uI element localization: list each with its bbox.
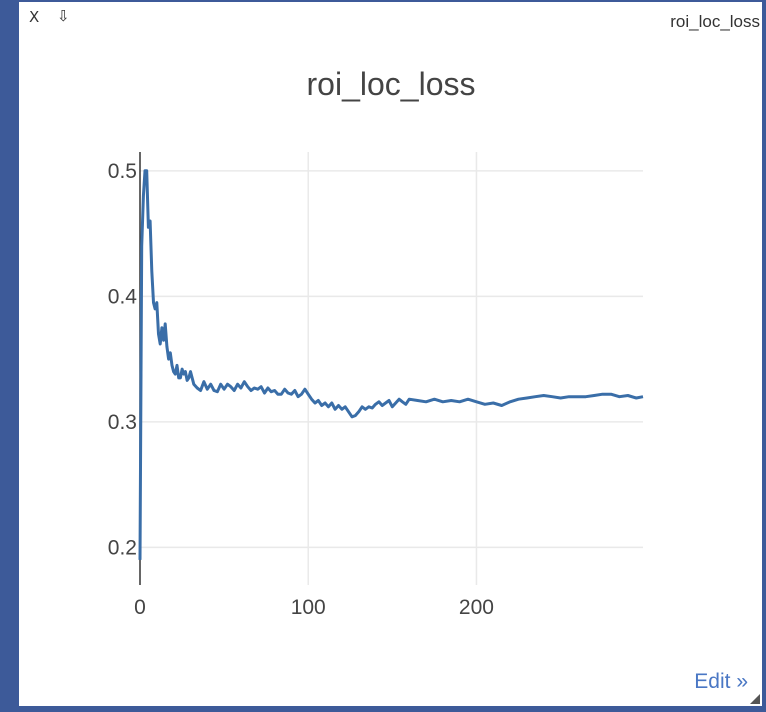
y-tick-label: 0.3	[108, 411, 137, 434]
series-layer	[138, 169, 644, 560]
x-tick-label: 200	[459, 596, 494, 619]
series-line	[138, 169, 644, 560]
pane-title: roi_loc_loss	[670, 12, 760, 31]
chart-title: roi_loc_loss	[307, 66, 476, 102]
close-pane-button[interactable]: X	[29, 8, 40, 26]
y-tick-label: 0.4	[108, 285, 138, 308]
x-tick-label: 100	[291, 596, 326, 619]
grid-lines	[140, 152, 643, 585]
download-icon[interactable]: ⇩	[57, 7, 70, 25]
resize-handle[interactable]	[750, 694, 760, 704]
visdom-pane: X ⇩ roi_loc_loss 0.2 0.3 0.4 0.5 0 100 200 roi…	[19, 2, 762, 706]
y-tick-label: 0.2	[108, 536, 137, 559]
edit-link[interactable]: Edit »	[694, 670, 748, 693]
x-tick-label: 0	[134, 596, 146, 619]
tick-labels: 0.2 0.3 0.4 0.5 0 100 200	[108, 160, 494, 619]
line-chart[interactable]: 0.2 0.3 0.4 0.5 0 100 200 roi_loc_loss	[19, 2, 762, 706]
y-tick-label: 0.5	[108, 160, 137, 183]
